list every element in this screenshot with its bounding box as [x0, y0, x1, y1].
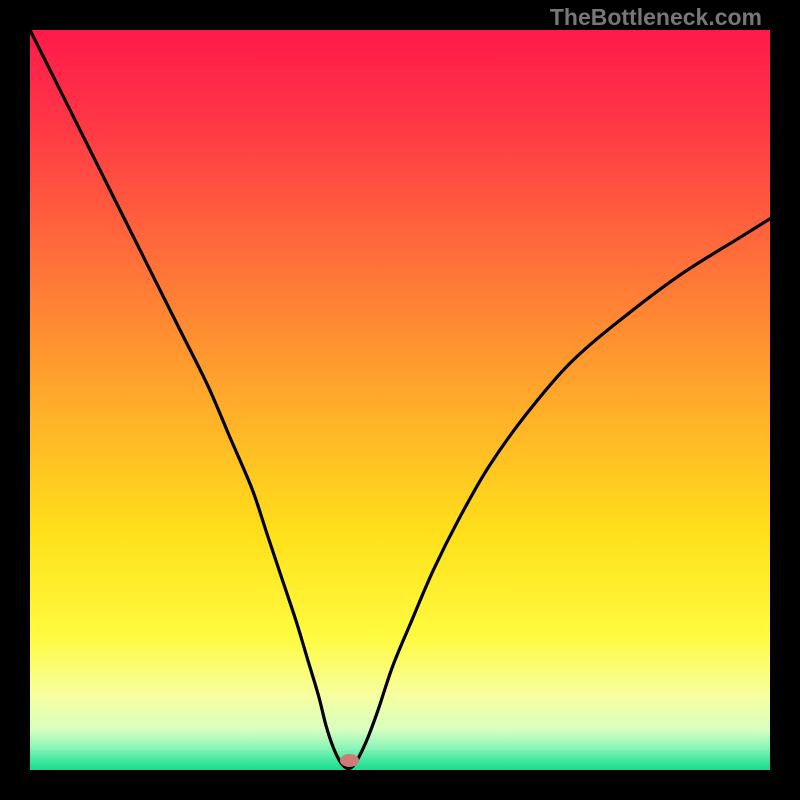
watermark-text: TheBottleneck.com — [550, 4, 762, 31]
chart-plot-area — [30, 30, 770, 770]
bottleneck-curve — [30, 30, 770, 770]
optimal-point-marker — [340, 754, 359, 767]
